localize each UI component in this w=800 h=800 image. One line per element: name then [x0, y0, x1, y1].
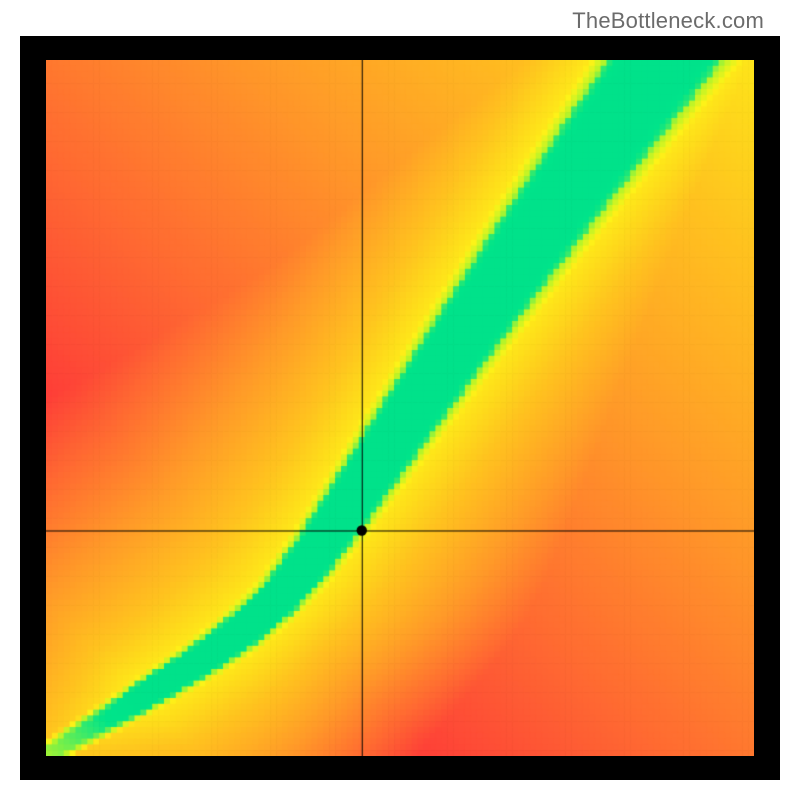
watermark: TheBottleneck.com [572, 8, 764, 34]
heatmap-plot [46, 60, 754, 756]
heatmap-canvas [46, 60, 754, 756]
